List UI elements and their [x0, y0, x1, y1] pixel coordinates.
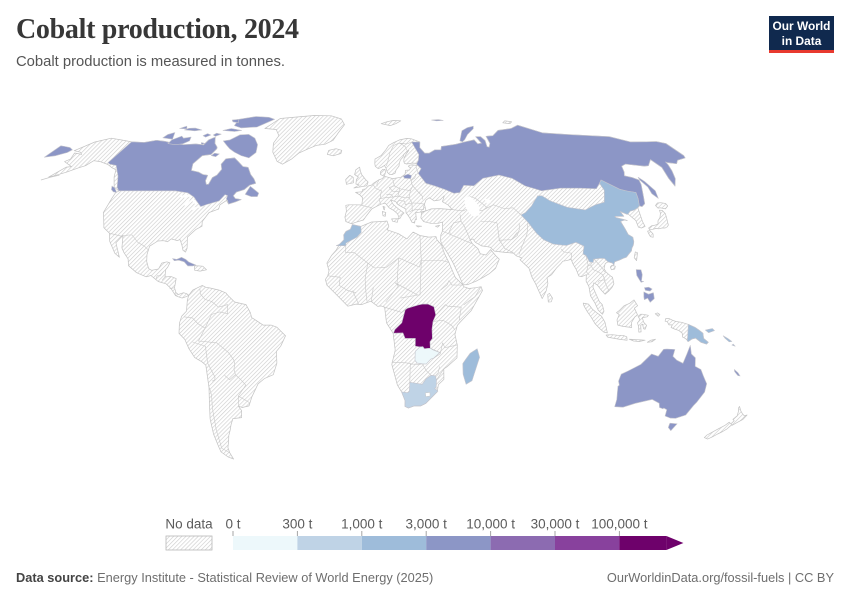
svg-text:0 t: 0 t	[225, 517, 240, 532]
svg-text:3,000 t: 3,000 t	[406, 517, 448, 532]
svg-text:30,000 t: 30,000 t	[531, 517, 580, 532]
svg-text:300 t: 300 t	[282, 517, 312, 532]
svg-text:100,000 t: 100,000 t	[591, 517, 648, 532]
svg-text:No data: No data	[165, 517, 213, 532]
svg-text:1,000 t: 1,000 t	[341, 517, 383, 532]
svg-text:10,000 t: 10,000 t	[466, 517, 515, 532]
